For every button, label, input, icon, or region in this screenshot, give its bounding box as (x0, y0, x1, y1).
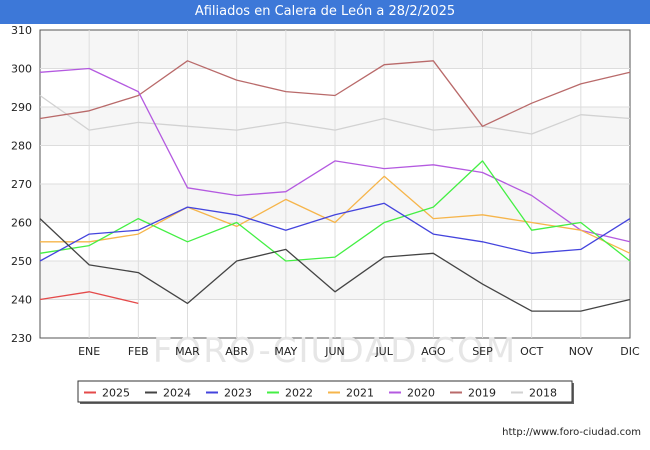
x-axis-ticks: ENE FEB MAR ABR MAY JUN JUL AGO SEP OCT NOV DIC (78, 345, 640, 358)
legend-label-2018: 2018 (529, 387, 557, 400)
y-tick-label: 280 (11, 140, 32, 153)
series-line-2020 (39, 67, 631, 243)
x-tick-label: ENE (78, 345, 100, 358)
legend-label-2025: 2025 (102, 387, 130, 400)
legend-box (77, 380, 573, 403)
x-tick-label: DIC (620, 345, 640, 358)
legend-label-2019: 2019 (468, 387, 496, 400)
y-tick-label: 240 (11, 294, 32, 307)
y-tick-label: 300 (11, 63, 32, 76)
watermark: FORO-CIUDAD.COM (153, 331, 517, 371)
source-link[interactable]: http://www.foro-ciudad.com (502, 427, 641, 438)
x-tick-label: JUN (324, 345, 345, 358)
x-tick-label: MAY (274, 345, 297, 358)
series-line-2021 (40, 175, 631, 254)
x-tick-label: FEB (128, 345, 149, 358)
series-line-2019 (39, 60, 631, 127)
legend-label-2020: 2020 (407, 387, 435, 400)
series-line-2024 (39, 218, 631, 312)
series-line-2025 (39, 291, 139, 305)
y-tick-label: 290 (11, 101, 32, 114)
y-tick-label: 260 (11, 217, 32, 230)
grid (40, 30, 630, 338)
x-tick-label: JUL (374, 345, 393, 358)
x-tick-label: AGO (421, 345, 446, 358)
y-axis-ticks: 230 240 250 260 270 280 290 300 310 (11, 24, 32, 345)
series-lines (39, 60, 631, 312)
y-tick-label: 270 (11, 178, 32, 191)
x-tick-label: SEP (472, 345, 493, 358)
x-tick-label: NOV (569, 345, 594, 358)
y-tick-label: 310 (11, 24, 32, 37)
y-tick-label: 230 (11, 332, 32, 345)
legend-label-2022: 2022 (285, 387, 313, 400)
y-tick-label: 250 (11, 255, 32, 268)
chart-title: Afiliados en Calera de León a 28/2/2025 (0, 0, 650, 24)
legend-label-2024: 2024 (163, 387, 191, 400)
x-tick-label: ABR (225, 345, 248, 358)
x-tick-label: OCT (520, 345, 543, 358)
legend: 2025 2024 2023 2022 2021 2020 2019 2018 (77, 380, 574, 404)
series-line-2022 (39, 160, 631, 262)
series-line-2023 (39, 202, 631, 262)
legend-label-2021: 2021 (346, 387, 374, 400)
legend-label-2023: 2023 (224, 387, 252, 400)
x-tick-label: MAR (175, 345, 200, 358)
series-line-2018 (39, 94, 631, 135)
